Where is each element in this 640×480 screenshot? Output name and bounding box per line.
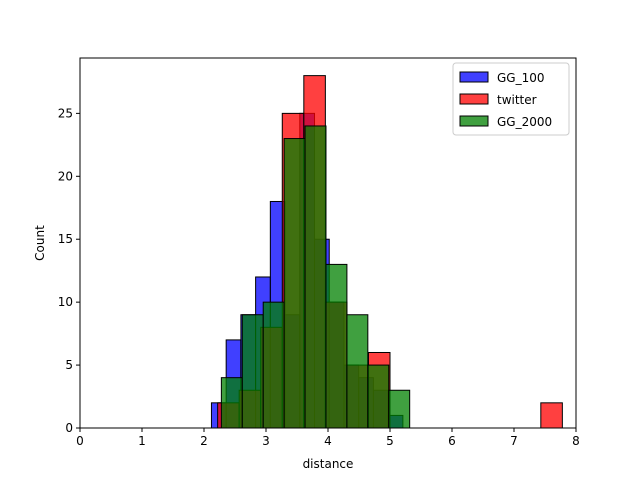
x-tick-label: 2 — [200, 434, 208, 448]
y-tick-label: 10 — [58, 295, 73, 309]
bar-gg-2000-2 — [262, 301, 285, 429]
y-axis-ticks: 0 5 10 15 20 25 — [58, 106, 80, 435]
legend-swatch-twitter — [459, 93, 489, 105]
x-tick-label: 4 — [324, 434, 332, 448]
bar-gg-2000-8 — [388, 389, 411, 429]
y-tick-label: 15 — [58, 232, 73, 246]
x-tick-label: 7 — [510, 434, 518, 448]
x-tick-label: 1 — [138, 434, 146, 448]
legend-swatch-gg-2000 — [459, 115, 489, 127]
y-tick-label: 5 — [65, 358, 73, 372]
x-tick-label: 8 — [572, 434, 580, 448]
y-tick-label: 0 — [65, 421, 73, 435]
bar-gg-2000-6 — [346, 314, 369, 429]
y-tick-label: 20 — [58, 169, 73, 183]
bar-gg-2000-3 — [283, 138, 306, 429]
bar-gg-2000-5 — [325, 263, 348, 429]
bars-layer — [210, 75, 563, 429]
bar-gg-2000-0 — [220, 377, 243, 429]
x-axis-label: distance — [303, 457, 354, 471]
bar-gg-2000-1 — [241, 314, 264, 429]
legend-label-gg-100: GG_100 — [497, 71, 545, 85]
x-tick-label: 5 — [386, 434, 394, 448]
bar-gg-2000-7 — [367, 364, 390, 429]
bar-gg-2000-4 — [304, 125, 327, 429]
y-axis-label: Count — [33, 225, 47, 261]
legend-swatch-gg-100 — [459, 71, 489, 83]
bar-twitter-15 — [540, 402, 563, 429]
x-tick-label: 6 — [448, 434, 456, 448]
x-axis-ticks: 0 1 2 3 4 5 6 7 8 — [76, 428, 580, 448]
x-tick-label: 3 — [262, 434, 270, 448]
legend-label-twitter: twitter — [497, 93, 537, 107]
legend-label-gg-2000: GG_2000 — [497, 115, 552, 129]
x-tick-label: 0 — [76, 434, 84, 448]
y-tick-label: 25 — [58, 106, 73, 120]
series-gg-2000 — [220, 125, 411, 429]
